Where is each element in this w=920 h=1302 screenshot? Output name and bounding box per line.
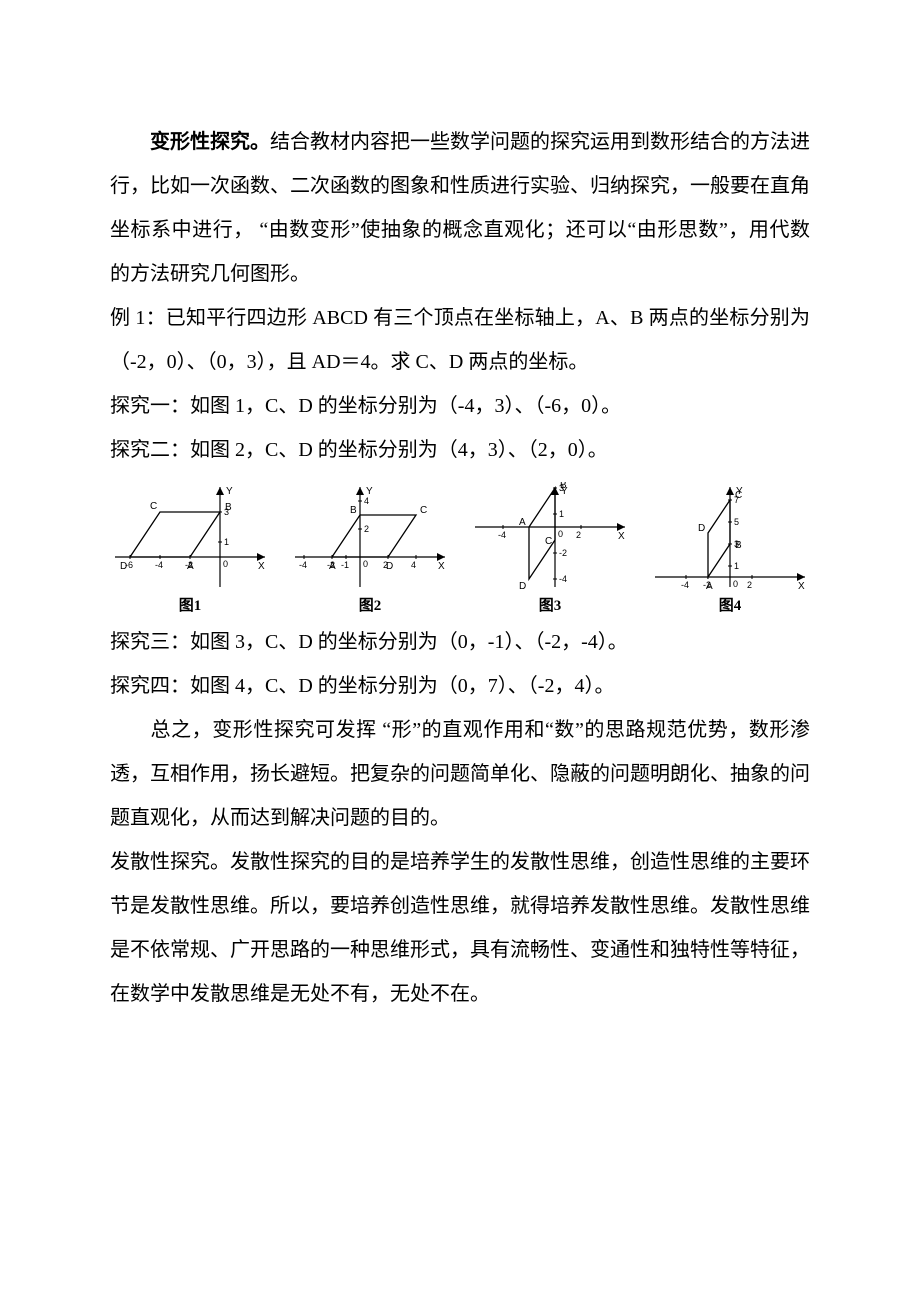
svg-text:-4: -4 [299, 560, 307, 570]
svg-text:4: 4 [364, 496, 369, 506]
svg-text:-4: -4 [155, 560, 163, 570]
svg-text:1: 1 [559, 509, 564, 519]
svg-text:0: 0 [733, 579, 738, 589]
figure-1: YX0-6-4-213ABCD 图1 [110, 482, 270, 615]
svg-text:D: D [386, 561, 393, 572]
para2-text: 总之，变形性探究可发挥 “形”的直观作用和“数”的思路规范优势，数形渗透，互相作… [110, 719, 810, 829]
svg-text:-2: -2 [559, 548, 567, 558]
svg-text:A: A [187, 561, 194, 572]
para1-rest: 结合教材内容把一些数学问题的探究运用到数形结合的方法进行，比如一次函数、二次函数… [110, 131, 810, 285]
svg-text:B: B [225, 502, 232, 513]
svg-text:B: B [560, 482, 567, 491]
svg-text:A: A [706, 581, 713, 592]
page: 变形性探究。结合教材内容把一些数学问题的探究运用到数形结合的方法进行，比如一次函… [0, 0, 920, 1302]
svg-text:X: X [258, 561, 265, 572]
svg-text:-4: -4 [559, 574, 567, 584]
svg-text:C: C [150, 501, 157, 512]
svg-text:5: 5 [734, 517, 739, 527]
svg-text:2: 2 [576, 530, 581, 540]
explore-2: 探究二：如图 2，C、D 的坐标分别为（4，3）、（2，0）。 [110, 428, 810, 472]
figure-3: YX0-4213-2-4ABCD 图3 [470, 482, 630, 615]
explore-3: 探究三：如图 3，C、D 的坐标分别为（0，-1）、（-2，-4）。 [110, 620, 810, 664]
explore-1: 探究一：如图 1，C、D 的坐标分别为（-4，3）、（-6，0）。 [110, 384, 810, 428]
figure-2: YX0-4-2-12424ABCD 图2 [290, 482, 450, 615]
figure-2-caption: 图2 [359, 594, 382, 615]
explore-4: 探究四：如图 4，C、D 的坐标分别为（0，7）、（-2，4）。 [110, 664, 810, 708]
svg-text:-4: -4 [498, 530, 506, 540]
paragraph-2: 总之，变形性探究可发挥 “形”的直观作用和“数”的思路规范优势，数形渗透，互相作… [110, 708, 810, 840]
svg-text:C: C [545, 536, 552, 547]
svg-text:0: 0 [223, 559, 228, 569]
paragraph-3: 发散性探究。发散性探究的目的是培养学生的发散性思维，创造性思维的主要环节是发散性… [110, 840, 810, 1016]
svg-text:D: D [120, 561, 127, 572]
svg-text:-1: -1 [341, 560, 349, 570]
figure-4-caption: 图4 [719, 594, 742, 615]
svg-text:D: D [698, 523, 705, 534]
svg-text:1: 1 [224, 537, 229, 547]
figure-4-svg: YX0-4-221357ABCD [650, 482, 810, 592]
figure-3-caption: 图3 [539, 594, 562, 615]
svg-text:Y: Y [226, 486, 233, 497]
svg-text:2: 2 [747, 580, 752, 590]
svg-text:X: X [438, 561, 445, 572]
figure-4: YX0-4-221357ABCD 图4 [650, 482, 810, 615]
svg-text:B: B [350, 505, 357, 516]
svg-text:0: 0 [558, 529, 563, 539]
svg-text:1: 1 [734, 561, 739, 571]
svg-text:D: D [519, 581, 526, 592]
svg-text:B: B [735, 540, 742, 551]
paragraph-1: 变形性探究。结合教材内容把一些数学问题的探究运用到数形结合的方法进行，比如一次函… [110, 120, 810, 296]
figure-1-caption: 图1 [179, 594, 202, 615]
svg-text:4: 4 [411, 560, 416, 570]
svg-text:X: X [798, 581, 805, 592]
figure-1-svg: YX0-6-4-213ABCD [110, 482, 270, 592]
svg-text:C: C [735, 490, 742, 501]
svg-text:2: 2 [364, 524, 369, 534]
svg-text:X: X [618, 531, 625, 542]
svg-text:A: A [329, 561, 336, 572]
figure-2-svg: YX0-4-2-12424ABCD [290, 482, 450, 592]
svg-text:A: A [519, 517, 526, 528]
svg-text:C: C [420, 505, 427, 516]
figure-3-svg: YX0-4213-2-4ABCD [470, 482, 630, 592]
example-1: 例 1：已知平行四边形 ABCD 有三个顶点在坐标轴上，A、B 两点的坐标分别为… [110, 296, 810, 384]
para1-lead: 变形性探究。 [150, 131, 270, 153]
figure-row: YX0-6-4-213ABCD 图1 YX0-4-2-12424ABCD 图2 … [110, 482, 810, 615]
svg-text:0: 0 [363, 559, 368, 569]
svg-text:-4: -4 [681, 580, 689, 590]
